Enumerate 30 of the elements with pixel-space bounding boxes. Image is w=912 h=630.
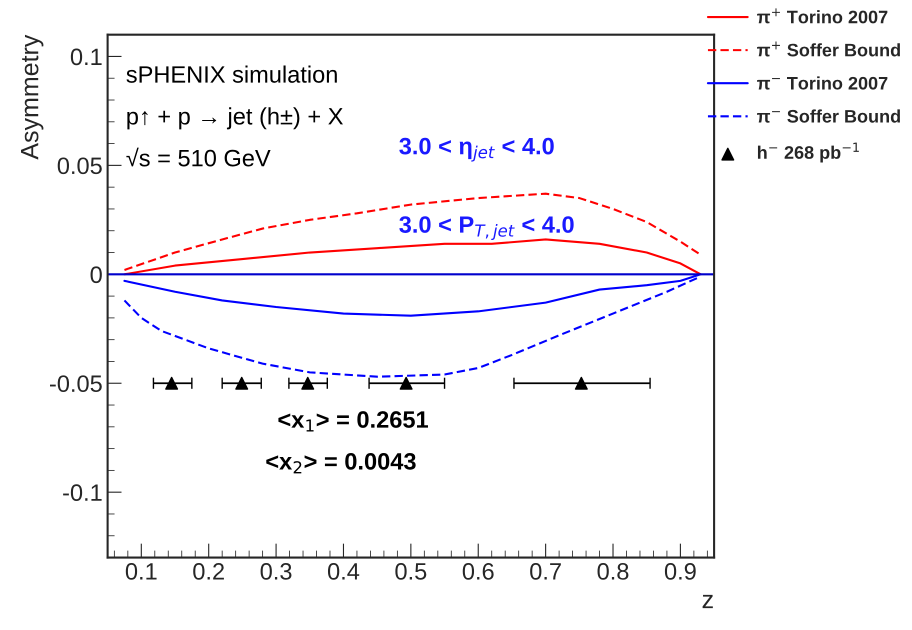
annotation: p↑ + p → jet (h±) + X — [127, 107, 343, 130]
x-tick-label: 0.4 — [328, 563, 360, 580]
annotation: <x$_{2}$> = 0.0043 — [266, 453, 416, 474]
line-series — [123, 192, 702, 271]
legend-label: π$^{+}$ Torino 2007 — [757, 8, 888, 24]
x-tick-label: 0.1 — [126, 563, 157, 580]
legend-label: π$^{−}$ Soffer Bound — [757, 109, 900, 123]
y-tick-label: -0.05 — [50, 375, 102, 392]
legend-label: π$^{−}$ Torino 2007 — [757, 76, 888, 90]
y-tick-label: 0.1 — [70, 48, 102, 66]
x-axis-title: z — [702, 594, 713, 608]
annotation: sPHENIX simulation — [126, 65, 337, 83]
annotation: <x$_{1}$> = 0.2651 — [278, 411, 428, 432]
y-axis-title: Asymmetry — [21, 34, 44, 160]
x-tick-label: 0.2 — [193, 563, 224, 580]
legend-label: h$^{−}$ 268 pb$^{−1}$ — [758, 142, 859, 162]
x-tick-label: 0.9 — [664, 563, 696, 580]
x-tick-label: 0.6 — [462, 563, 494, 580]
x-tick-label: 0.3 — [260, 563, 292, 580]
y-tick-label: 0.05 — [58, 157, 102, 174]
annotation: 3.0 < P$_{T,jet}$ < 4.0 — [399, 216, 574, 240]
annotation: 3.0 < η$_{jet}$ < 4.0 — [399, 138, 554, 162]
x-tick-label: 0.8 — [598, 563, 628, 580]
x-tick-label: 0.7 — [530, 563, 561, 580]
annotation: √s = 510 GeV — [126, 148, 271, 166]
y-tick-label: -0.1 — [63, 484, 102, 501]
line-series — [123, 238, 702, 276]
y-tick-label: 0 — [90, 266, 102, 284]
legend-label: π$^{+}$ Soffer Bound — [757, 41, 900, 56]
x-tick-label: 0.5 — [395, 563, 426, 580]
